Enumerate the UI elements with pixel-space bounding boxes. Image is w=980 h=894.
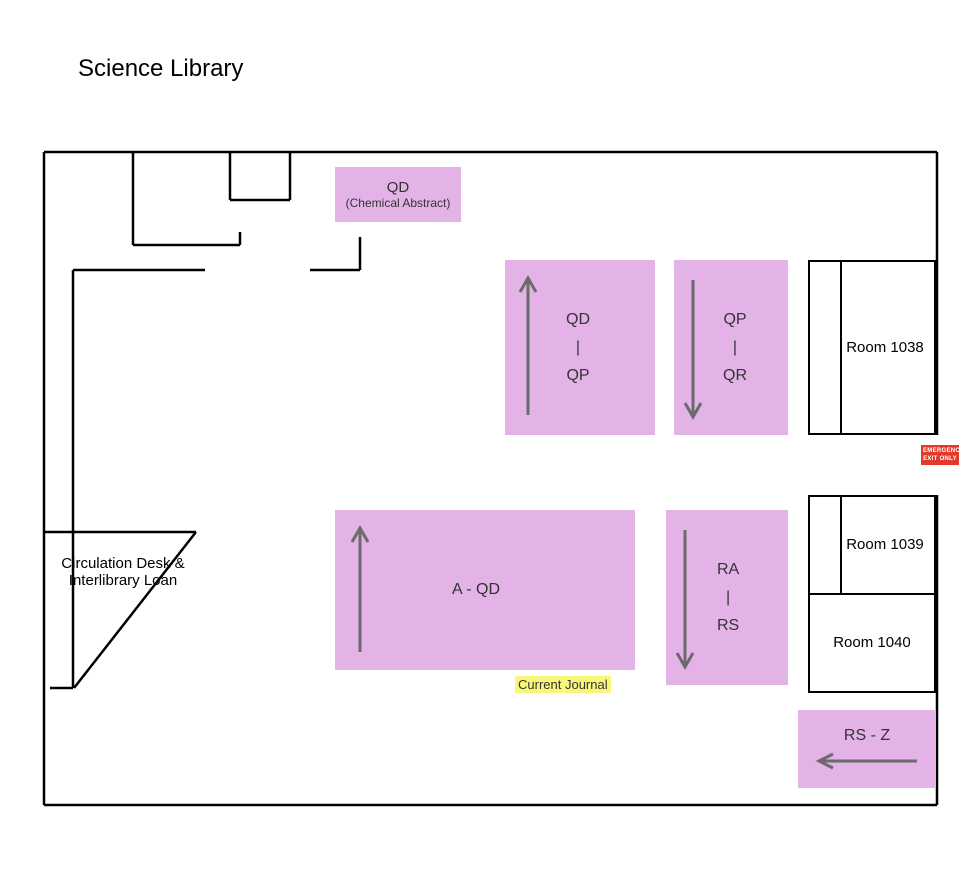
room-1040: Room 1040 [808, 593, 936, 693]
arrow-up-icon [336, 510, 382, 670]
shelf-a-qd: A - QD [335, 510, 635, 670]
shelf-label-stack: RA | RS [717, 557, 739, 639]
shelf-label: QP [566, 367, 589, 385]
shelf-ra-rs: RA | RS [666, 510, 788, 685]
shelf-label: A - QD [452, 581, 500, 599]
emergency-exit-tag: EMERGENCY EXIT ONLY [921, 445, 959, 465]
shelf-label: RA [717, 561, 739, 579]
shelf-qd-qp: QD | QP [505, 260, 655, 435]
arrow-down-icon [675, 260, 711, 435]
shelf-label: QP [723, 311, 746, 329]
shelf-label-stack: QD | QP [566, 307, 590, 389]
room-label: Room 1038 [846, 338, 924, 358]
circulation-desk-label: Circulation Desk & Interlibrary Loan [48, 555, 198, 589]
shelf-label: RS - Z [844, 727, 890, 745]
room-divider [840, 262, 842, 433]
room-divider [840, 497, 842, 593]
shelf-pipe: | [576, 339, 580, 357]
emergency-line1: EMERGENCY [923, 448, 964, 454]
room-1038: Room 1038 [808, 260, 936, 435]
shelf-rs-z: RS - Z [798, 710, 936, 788]
room-label: Room 1040 [833, 633, 911, 653]
shelf-label: QD [387, 179, 410, 196]
shelf-qd-abstract: QD (Chemical Abstract) [335, 167, 461, 222]
shelf-sublabel: (Chemical Abstract) [346, 196, 451, 210]
shelf-pipe: | [733, 339, 737, 357]
shelf-pipe: | [726, 589, 730, 607]
shelf-label: RS [717, 617, 739, 635]
current-journal-tag: Current Journal [515, 676, 611, 693]
emergency-line2: EXIT ONLY [923, 456, 957, 462]
room-1039: Room 1039 [808, 495, 936, 595]
arrow-up-icon [506, 260, 546, 435]
arrow-left-icon [807, 751, 927, 771]
shelf-label: QR [723, 367, 747, 385]
shelf-label-stack: QP | QR [723, 307, 747, 389]
shelf-label: QD [566, 311, 590, 329]
shelf-qp-qr: QP | QR [674, 260, 788, 435]
room-label: Room 1039 [846, 535, 924, 555]
arrow-down-icon [667, 510, 703, 685]
floorplan-canvas: Science Library Circulation Desk & Inter… [0, 0, 980, 894]
